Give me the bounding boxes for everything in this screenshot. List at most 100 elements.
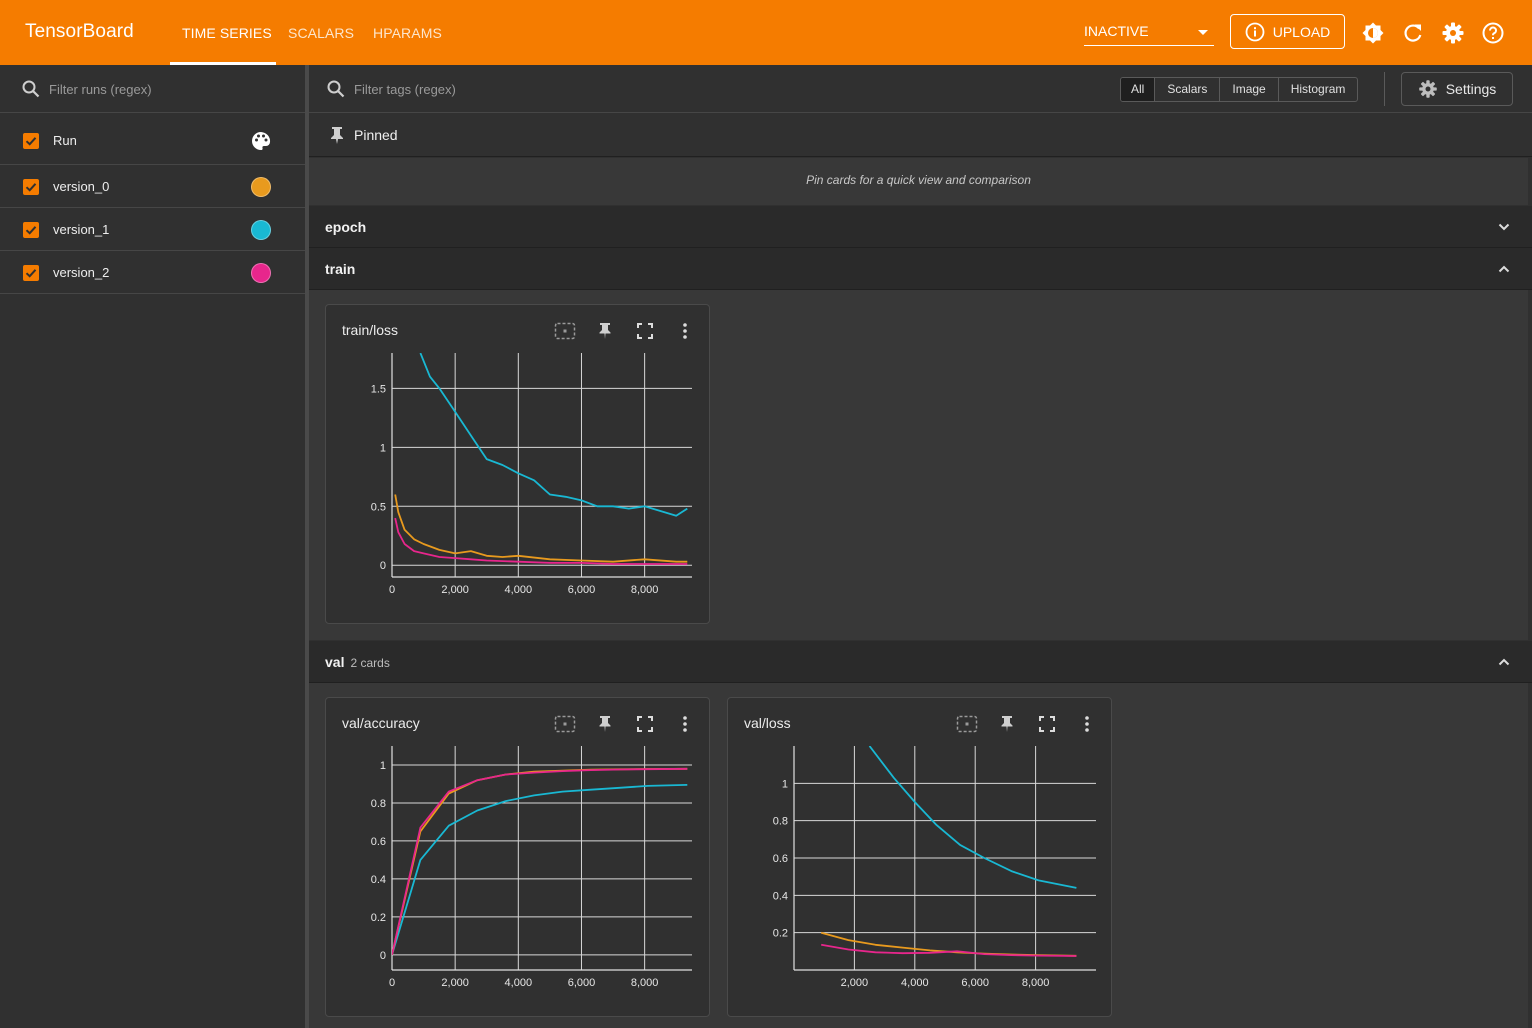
tab-scalars[interactable]: SCALARS [288,25,355,41]
y-tick-label: 0.4 [371,874,386,886]
runs-header-row: Run [0,117,305,165]
fit-domain-icon[interactable] [554,714,576,734]
val-loss-chart[interactable]: 2,000 4,000 6,000 8,000 0.2 0.4 0.6 0.8 1 [728,698,1113,1018]
run-color-swatch[interactable] [251,263,271,283]
sidebar-resize-handle[interactable] [305,65,309,1028]
x-tick-label: 6,000 [568,584,596,596]
search-icon [22,80,40,98]
card-title: val/accuracy [342,715,420,731]
train-cards-area: train/loss 0 2,000 4,000 6,000 8,000 0 0.5 1 1.5 [309,290,1528,640]
run-checkbox[interactable] [23,265,39,281]
scalar-card-val-accuracy: val/accuracy 0 2,000 4,000 6,000 8,000 0 0.2 0.… [325,697,710,1017]
pinned-empty-message: Pin cards for a quick view and compariso… [309,158,1528,205]
palette-icon[interactable] [250,130,272,152]
settings-button[interactable]: Settings [1401,72,1513,106]
series-line-version-2 [394,517,688,565]
x-tick-label: 2,000 [441,977,469,989]
check-icon [25,137,37,146]
info-icon [1245,22,1265,41]
y-tick-label: 1 [782,778,788,790]
run-name: version_0 [53,179,110,194]
y-tick-label: 0.5 [371,501,386,513]
series-line-version-0 [394,494,688,563]
run-color-swatch[interactable] [251,177,271,197]
run-row-version-1[interactable]: version_1 [0,208,305,251]
run-name: version_2 [53,265,110,280]
pin-icon[interactable] [594,321,616,341]
scalar-card-val-loss: val/loss 2,000 4,000 6,000 8,000 0.2 0.4 0.6 0.… [727,697,1112,1017]
filter-all-button[interactable]: All [1121,78,1155,101]
more-options-icon[interactable] [1076,714,1098,734]
x-tick-label: 8,000 [631,584,659,596]
y-tick-label: 1.5 [371,383,386,395]
run-checkbox[interactable] [23,222,39,238]
fullscreen-icon[interactable] [634,321,656,341]
val-accuracy-chart[interactable]: 0 2,000 4,000 6,000 8,000 0 0.2 0.4 0.6 0.8 1 [326,698,711,1018]
help-icon[interactable] [1481,21,1505,45]
runs-filter[interactable]: Filter runs (regex) [0,65,305,113]
card-type-filter: All Scalars Image Histogram [1120,77,1359,102]
series-line-version-1 [419,353,688,517]
theme-icon[interactable] [1361,21,1385,45]
x-tick-label: 6,000 [568,977,596,989]
filter-image-button[interactable]: Image [1219,78,1277,101]
upload-button[interactable]: UPLOAD [1230,14,1345,49]
run-color-swatch[interactable] [251,220,271,240]
gear-icon[interactable] [1441,21,1465,45]
group-header-train[interactable]: train [309,248,1532,290]
group-name-text: val [325,654,345,670]
settings-label: Settings [1445,81,1497,97]
x-tick-label: 4,000 [901,977,929,989]
val-cards-area: val/accuracy 0 2,000 4,000 6,000 8,000 0 0.2 0.… [309,683,1528,1028]
runs-filter-input[interactable]: Filter runs (regex) [49,82,152,97]
x-tick-label: 0 [389,584,395,596]
search-icon [327,80,345,98]
filter-scalars-button[interactable]: Scalars [1154,78,1219,101]
series-line-version-2 [392,767,688,955]
check-icon [25,183,37,192]
run-row-version-2[interactable]: version_2 [0,251,305,294]
plot-area [392,746,692,970]
more-options-icon[interactable] [674,321,696,341]
gear-icon [1418,80,1437,98]
filter-histogram-button[interactable]: Histogram [1277,78,1358,101]
x-tick-label: 8,000 [631,977,659,989]
runs-header-label: Run [53,133,77,148]
y-tick-label: 0.2 [773,928,788,940]
chevron-up-icon[interactable] [1498,263,1510,275]
train-loss-chart[interactable]: 0 2,000 4,000 6,000 8,000 0 0.5 1 1.5 [326,305,711,625]
status-dropdown[interactable]: INACTIVE [1084,18,1214,46]
fullscreen-icon[interactable] [634,714,656,734]
pin-icon[interactable] [996,714,1018,734]
fit-domain-icon[interactable] [956,714,978,734]
run-checkbox[interactable] [23,179,39,195]
pin-icon [331,127,343,144]
active-tab-indicator [170,62,276,65]
check-icon [25,269,37,278]
y-tick-label: 0.6 [371,836,386,848]
group-card-count: 2 cards [350,656,390,670]
tags-filter-input[interactable]: Filter tags (regex) [354,82,456,97]
x-tick-label: 0 [389,977,395,989]
pinned-section-header: Pinned [309,114,1532,157]
select-all-checkbox[interactable] [23,133,39,149]
run-row-version-0[interactable]: version_0 [0,165,305,208]
chevron-up-icon[interactable] [1498,656,1510,668]
y-tick-label: 0.8 [773,816,788,828]
more-options-icon[interactable] [674,714,696,734]
pin-icon[interactable] [594,714,616,734]
series-line-version-1 [868,746,1077,889]
group-header-epoch[interactable]: epoch [309,206,1532,248]
run-name: version_1 [53,222,110,237]
card-title: val/loss [744,715,791,731]
group-header-val[interactable]: val 2 cards [309,641,1532,683]
tab-hparams[interactable]: HPARAMS [373,25,442,41]
series-line-version-1 [392,784,688,956]
fit-domain-icon[interactable] [554,321,576,341]
tab-time-series[interactable]: TIME SERIES [182,25,272,41]
pinned-label: Pinned [354,127,398,143]
chevron-down-icon[interactable] [1498,221,1510,233]
refresh-icon[interactable] [1401,21,1425,45]
fullscreen-icon[interactable] [1036,714,1058,734]
scalar-card-train-loss: train/loss 0 2,000 4,000 6,000 8,000 0 0.5 1 1.5 [325,304,710,624]
